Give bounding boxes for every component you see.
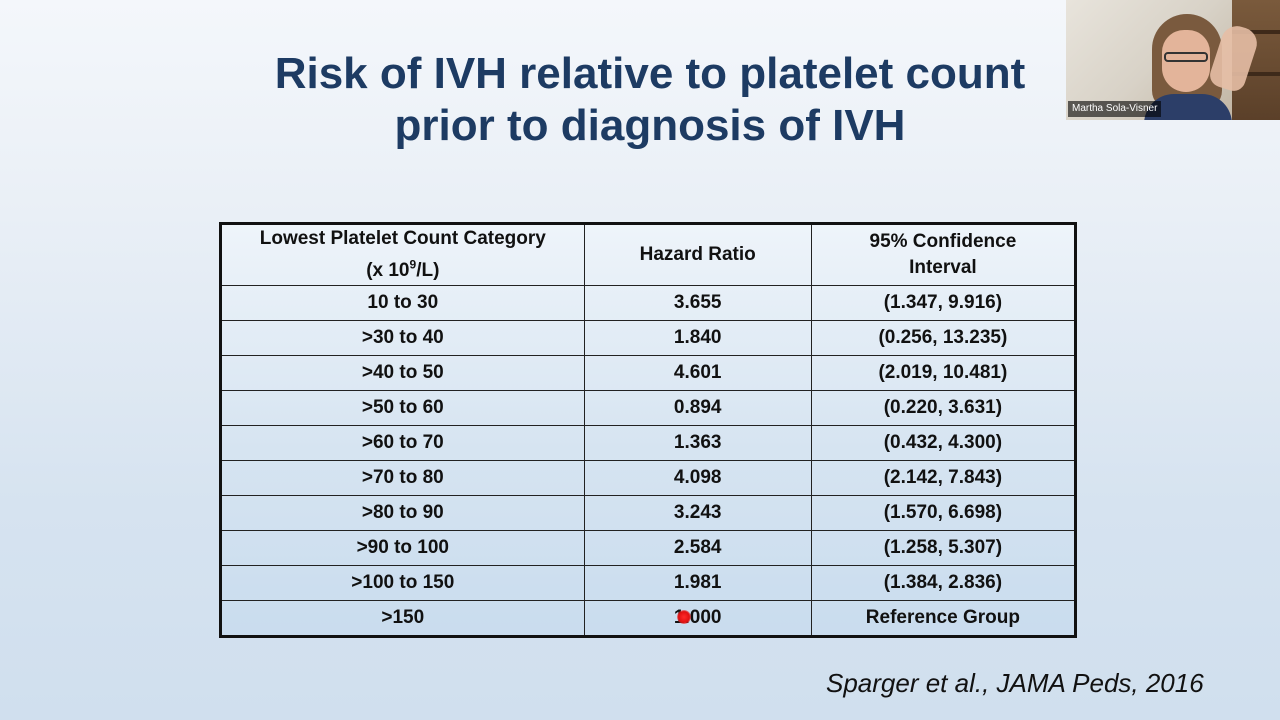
header-confidence-interval: 95% Confidence Interval bbox=[810, 223, 1077, 286]
hazard-ratio-table: Lowest Platelet Count Category (x 109/L)… bbox=[219, 222, 1077, 638]
cell-category: >40 to 50 bbox=[220, 355, 585, 391]
cell-category: >70 to 80 bbox=[220, 460, 585, 496]
participant-name-label: Martha Sola-Visner bbox=[1068, 101, 1162, 117]
table-row: >100 to 150 1.981 (1.384, 2.836) bbox=[220, 565, 1077, 601]
header-platelet-category: Lowest Platelet Count Category (x 109/L) bbox=[220, 223, 585, 286]
cell-category: >150 bbox=[220, 600, 585, 637]
cell-confidence-interval: (0.256, 13.235) bbox=[810, 320, 1077, 356]
cell-category: >80 to 90 bbox=[220, 495, 585, 531]
cell-hazard-ratio: 1.363 bbox=[583, 425, 812, 461]
table-row: >80 to 90 3.243 (1.570, 6.698) bbox=[220, 495, 1077, 531]
cell-hazard-ratio: 3.655 bbox=[583, 285, 812, 321]
table-row: >40 to 50 4.601 (2.019, 10.481) bbox=[220, 355, 1077, 391]
cell-category: 10 to 30 bbox=[220, 285, 585, 321]
cell-category: >30 to 40 bbox=[220, 320, 585, 356]
cell-hazard-ratio: 3.243 bbox=[583, 495, 812, 531]
cell-confidence-interval: (1.258, 5.307) bbox=[810, 530, 1077, 566]
cell-confidence-interval: (2.019, 10.481) bbox=[810, 355, 1077, 391]
cell-confidence-interval: Reference Group bbox=[810, 600, 1077, 637]
cell-hazard-ratio: 2.584 bbox=[583, 530, 812, 566]
table-row: 10 to 30 3.655 (1.347, 9.916) bbox=[220, 285, 1077, 321]
table-row: >60 to 70 1.363 (0.432, 4.300) bbox=[220, 425, 1077, 461]
table-header-row: Lowest Platelet Count Category (x 109/L)… bbox=[220, 223, 1077, 286]
cell-confidence-interval: (0.432, 4.300) bbox=[810, 425, 1077, 461]
participant-avatar bbox=[1144, 14, 1232, 120]
slide-title-line-2: prior to diagnosis of IVH bbox=[394, 101, 906, 150]
cell-hazard-ratio: 1.981 bbox=[583, 565, 812, 601]
cell-hazard-ratio: 1.000 bbox=[583, 600, 812, 637]
cell-hazard-ratio: 0.894 bbox=[583, 390, 812, 426]
glasses-icon bbox=[1164, 52, 1208, 62]
cell-category: >60 to 70 bbox=[220, 425, 585, 461]
cell-category: >100 to 150 bbox=[220, 565, 585, 601]
cell-confidence-interval: (1.347, 9.916) bbox=[810, 285, 1077, 321]
cell-confidence-interval: (1.570, 6.698) bbox=[810, 495, 1077, 531]
participant-video-tile[interactable]: Martha Sola-Visner bbox=[1066, 0, 1280, 120]
table-row: >70 to 80 4.098 (2.142, 7.843) bbox=[220, 460, 1077, 496]
hazard-ratio-table-container: Lowest Platelet Count Category (x 109/L)… bbox=[219, 222, 1077, 638]
cell-hazard-ratio: 4.098 bbox=[583, 460, 812, 496]
header-platelet-unit: (x 109/L) bbox=[366, 257, 440, 282]
citation: Sparger et al., JAMA Peds, 2016 bbox=[826, 668, 1204, 698]
cell-category: >90 to 100 bbox=[220, 530, 585, 566]
cell-confidence-interval: (2.142, 7.843) bbox=[810, 460, 1077, 496]
slide-title-line-1: Risk of IVH relative to platelet count bbox=[274, 49, 1026, 98]
header-platelet-category-label: Lowest Platelet Count Category bbox=[259, 227, 546, 249]
table-row: >50 to 60 0.894 (0.220, 3.631) bbox=[220, 390, 1077, 426]
cell-hazard-ratio: 1.840 bbox=[583, 320, 812, 356]
cell-category: >50 to 60 bbox=[220, 390, 585, 426]
slide-title: Risk of IVH relative to platelet count p… bbox=[150, 48, 1150, 152]
table-row: >150 1.000 Reference Group bbox=[220, 600, 1077, 637]
cell-confidence-interval: (0.220, 3.631) bbox=[810, 390, 1077, 426]
header-hazard-ratio: Hazard Ratio bbox=[583, 223, 812, 286]
table-row: >90 to 100 2.584 (1.258, 5.307) bbox=[220, 530, 1077, 566]
laser-pointer-dot bbox=[677, 610, 691, 624]
table-row: >30 to 40 1.840 (0.256, 13.235) bbox=[220, 320, 1077, 356]
cell-confidence-interval: (1.384, 2.836) bbox=[810, 565, 1077, 601]
cell-hazard-ratio: 4.601 bbox=[583, 355, 812, 391]
